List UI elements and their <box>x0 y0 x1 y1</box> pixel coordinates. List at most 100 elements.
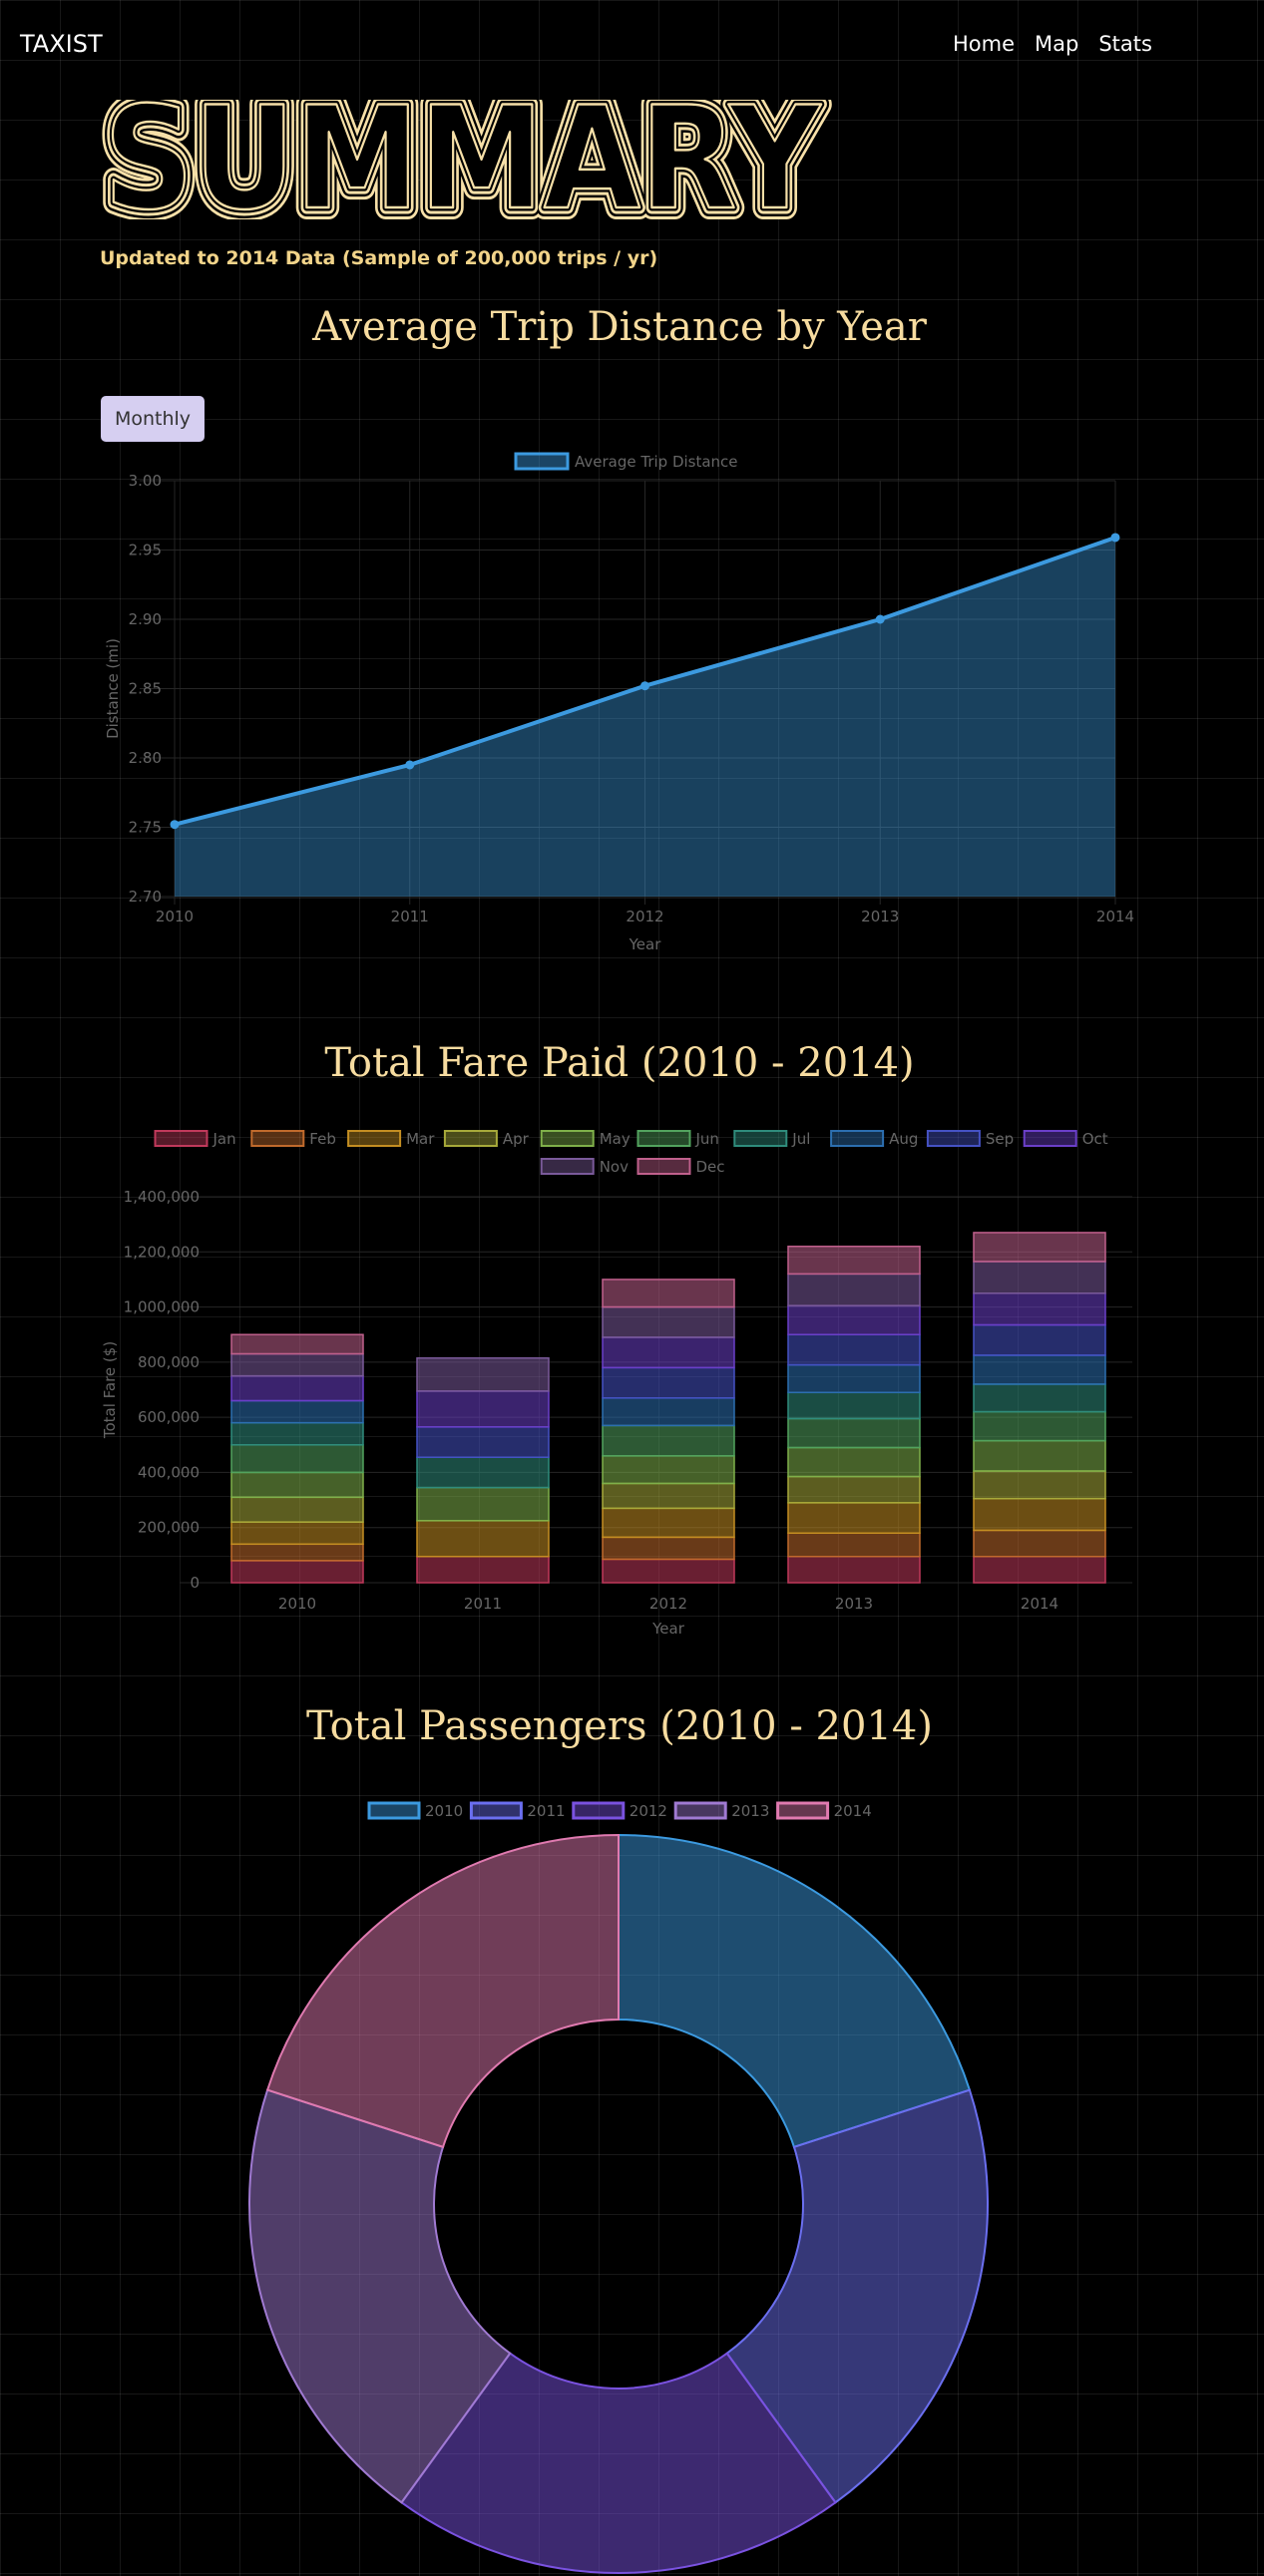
bar-segment <box>230 1374 364 1402</box>
x-tick-label: 2010 <box>156 908 194 925</box>
bar-segment <box>230 1521 364 1546</box>
y-axis-label: Distance (mi) <box>104 638 122 739</box>
y-tick-label: 3.00 <box>129 472 162 490</box>
y-tick-label: 1,400,000 <box>124 1188 200 1206</box>
bar-segment <box>787 1446 921 1478</box>
fare-chart-title: Total Fare Paid (2010 - 2014) <box>324 1040 915 1086</box>
distance-line-chart: 3.00 2.95 2.90 2.85 2.80 2.75 2.70 2010 2011 2012… <box>104 452 1134 953</box>
passengers-chart-title: Total Passengers (2010 - 2014) <box>306 1703 933 1749</box>
distance-chart-title: Average Trip Distance by Year <box>312 304 927 350</box>
brand-logo[interactable]: TAXIST <box>20 30 103 58</box>
data-point <box>875 614 885 624</box>
bar-segment <box>602 1507 735 1539</box>
bar-segment <box>602 1305 735 1338</box>
bar-segment <box>416 1426 550 1458</box>
doughnut-slice <box>618 1833 972 2149</box>
legend-swatch <box>636 1158 691 1175</box>
bar-segment <box>973 1232 1106 1263</box>
bar-segment <box>230 1399 364 1424</box>
bar-segment <box>602 1482 735 1510</box>
bar-segment <box>787 1304 921 1335</box>
bar-segment <box>602 1366 735 1399</box>
bar-segment <box>787 1417 921 1449</box>
bar-segment <box>416 1356 550 1392</box>
bar-segment <box>787 1475 921 1504</box>
legend-label: Feb <box>309 1130 336 1148</box>
bar-segment <box>973 1383 1106 1413</box>
bar-segment <box>230 1496 364 1523</box>
nav-stats-link[interactable]: Stats <box>1098 32 1152 56</box>
data-point <box>640 681 649 691</box>
nav-map-link[interactable]: Map <box>1035 32 1079 56</box>
legend-label: 2011 <box>527 1802 565 1820</box>
doughnut-slice <box>265 1833 620 2149</box>
legend-swatch <box>154 1130 209 1147</box>
y-tick-label: 2.80 <box>129 749 162 767</box>
bar-segment <box>230 1352 364 1377</box>
x-axis-label: Year <box>629 935 662 953</box>
x-tick-label: 2012 <box>649 1595 687 1613</box>
legend-label: 2012 <box>630 1802 667 1820</box>
y-tick-label: 800,000 <box>138 1353 200 1371</box>
legend-label: Jan <box>212 1130 236 1148</box>
monthly-toggle-button[interactable]: Monthly <box>101 396 205 442</box>
y-tick-label: 2.95 <box>129 542 162 559</box>
bar-segment <box>787 1333 921 1366</box>
y-tick-label: 2.70 <box>129 888 162 906</box>
bar-segment <box>973 1439 1106 1472</box>
bar-segment <box>602 1536 735 1561</box>
data-point <box>1110 533 1120 543</box>
bar-segment <box>230 1333 364 1355</box>
bar-segment <box>230 1421 364 1446</box>
x-tick-label: 2012 <box>626 908 663 925</box>
legend-label: Sep <box>986 1130 1014 1148</box>
bar-segment <box>230 1543 364 1562</box>
y-tick-label: 2.90 <box>129 610 162 628</box>
legend-swatch <box>540 1130 595 1147</box>
main-nav: Home Map Stats <box>953 32 1152 56</box>
x-tick-label: 2013 <box>861 908 899 925</box>
legend-label: Dec <box>696 1158 725 1176</box>
legend-label: Apr <box>503 1130 530 1148</box>
legend-swatch <box>1023 1130 1077 1147</box>
nav-home-link[interactable]: Home <box>953 32 1016 56</box>
bar-segment <box>787 1273 921 1306</box>
bar-segment <box>787 1555 921 1584</box>
bar-segment <box>973 1354 1106 1385</box>
bar-segment <box>787 1363 921 1394</box>
series-area <box>175 537 1115 897</box>
bar-segment <box>973 1470 1106 1500</box>
legend-swatch <box>733 1130 788 1147</box>
legend-label: May <box>600 1130 631 1148</box>
legend-swatch <box>469 1801 523 1820</box>
bar-segment <box>973 1323 1106 1356</box>
legend-label: Average Trip Distance <box>575 453 738 471</box>
doughnut-slice <box>248 2088 512 2504</box>
bar-segment <box>602 1279 735 1308</box>
x-tick-label: 2011 <box>391 908 429 925</box>
bar-segment <box>416 1486 550 1522</box>
y-tick-label: 0 <box>190 1574 200 1592</box>
legend-swatch <box>572 1801 626 1820</box>
y-tick-label: 1,000,000 <box>124 1298 200 1316</box>
bar-segment <box>602 1336 735 1369</box>
bar-segment <box>416 1390 550 1428</box>
hero-title-stroke-gap2: SUMMARY <box>104 100 822 219</box>
x-tick-label: 2013 <box>835 1595 873 1613</box>
hero-title-stroke-inner: SUMMARY <box>104 100 822 219</box>
legend-swatch <box>926 1130 981 1147</box>
y-tick-label: 200,000 <box>138 1519 200 1537</box>
doughnut-slice <box>725 2088 989 2504</box>
bar-segment <box>416 1520 550 1558</box>
passengers-doughnut-chart: 2010 2011 2012 2013 2014 <box>248 1801 989 2574</box>
legend-label: 2010 <box>425 1802 463 1820</box>
bar-segment <box>602 1558 735 1584</box>
legend-swatch <box>367 1801 421 1820</box>
legend-label: Aug <box>889 1130 918 1148</box>
bar-segment <box>973 1497 1106 1532</box>
legend-swatch <box>830 1130 885 1147</box>
bar-segment <box>973 1555 1106 1584</box>
bar-segment <box>416 1555 550 1584</box>
bar-segment <box>230 1471 364 1499</box>
x-tick-label: 2014 <box>1021 1595 1058 1613</box>
